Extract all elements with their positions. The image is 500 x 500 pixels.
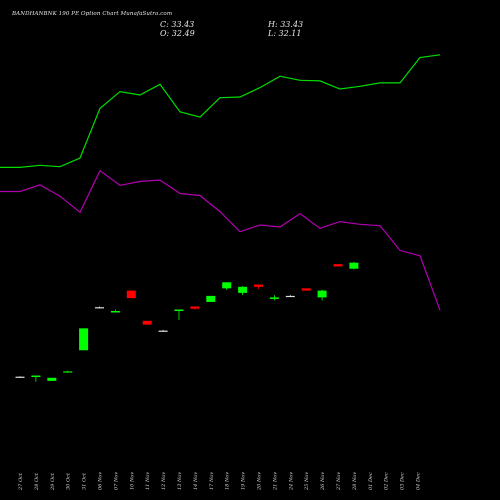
low-value: L: 32.11	[268, 29, 302, 38]
candle	[222, 282, 232, 290]
candle-body	[158, 330, 168, 332]
indicator-lines	[0, 54, 441, 311]
candle-body	[333, 264, 343, 267]
x-tick-label: 03 Dec	[400, 472, 406, 490]
x-tick-label: 06 Nov	[98, 472, 104, 490]
candle	[142, 320, 152, 325]
candle-body	[269, 297, 279, 299]
candle-body	[79, 328, 89, 351]
candle-body	[206, 295, 216, 302]
candle	[317, 289, 327, 301]
close-value: C: 33.43	[160, 20, 195, 29]
candle	[333, 264, 343, 267]
x-tick-label: 19 Nov	[241, 472, 247, 490]
x-tick-label: 27 Nov	[336, 472, 342, 491]
candle-body	[63, 371, 73, 373]
candle	[190, 306, 200, 310]
x-tick-label: 30 Oct	[66, 472, 72, 490]
candle-body	[95, 307, 104, 309]
x-tick-label: 14 Nov	[193, 472, 199, 490]
candle	[269, 295, 279, 301]
candle-body	[47, 377, 57, 381]
chart-title: BANDHANBNK 190 PE Option Chart MunafaSut…	[12, 11, 173, 17]
candle-body	[254, 284, 263, 287]
x-tick-label: 17 Nov	[209, 472, 215, 490]
high-value: H: 33.43	[268, 20, 304, 29]
candle-body	[190, 306, 200, 309]
x-tick-label: 12 Nov	[161, 472, 167, 490]
upper-band-line	[0, 54, 441, 168]
x-tick-label: 28 Nov	[352, 472, 358, 491]
x-tick-label: 29 Oct	[50, 472, 56, 491]
candle	[285, 295, 295, 298]
candle	[158, 329, 168, 332]
candle	[349, 261, 359, 270]
candle-body	[31, 375, 41, 378]
x-tick-label: 02 Dec	[384, 472, 390, 490]
x-tick-label: 18 Nov	[225, 472, 231, 490]
x-tick-label: 28 Oct	[34, 472, 40, 491]
candle	[238, 286, 248, 296]
candle	[47, 377, 57, 381]
x-tick-label: 01 Dec	[368, 472, 374, 490]
candle-body	[301, 288, 311, 291]
x-tick-label: 13 Nov	[177, 472, 183, 490]
candle	[254, 284, 263, 290]
open-value: O: 32.49	[160, 29, 195, 38]
x-tick-label: 25 Nov	[304, 472, 310, 491]
x-tick-label: 20 Nov	[257, 472, 263, 491]
x-tick-label: 31 Oct	[82, 472, 88, 490]
candle-body	[222, 282, 232, 289]
candle-body	[349, 262, 359, 269]
x-tick-label: 10 Nov	[129, 472, 135, 490]
candle-body	[126, 290, 136, 299]
candle-body	[142, 320, 152, 325]
candle	[31, 375, 41, 382]
candle-body	[238, 286, 248, 293]
x-axis-labels: 27 Oct 28 Oct 29 Oct 30 Oct 31 Oct 06 Nov 07 N…	[18, 472, 422, 491]
candle-body	[110, 310, 120, 313]
x-tick-label: 07 Nov	[113, 472, 119, 490]
candle	[63, 370, 73, 373]
candle-body	[174, 309, 184, 311]
candle	[174, 309, 184, 321]
candle	[79, 328, 89, 351]
candle	[206, 295, 216, 302]
candle-body	[15, 376, 25, 378]
x-tick-label: 04 Dec	[416, 472, 422, 490]
x-tick-label: 21 Nov	[272, 472, 278, 491]
candle	[15, 376, 25, 378]
candle	[301, 288, 311, 291]
candle	[95, 306, 104, 309]
x-tick-label: 11 Nov	[145, 472, 151, 490]
lower-band-line	[0, 169, 441, 311]
x-tick-label: 27 Oct	[18, 472, 24, 491]
candlesticks	[15, 261, 359, 382]
x-tick-label: 26 Nov	[320, 472, 326, 491]
x-tick-label: 24 Nov	[288, 472, 294, 491]
candle	[126, 290, 136, 299]
candle	[110, 309, 120, 313]
candle-body	[285, 295, 295, 298]
candle-body	[317, 290, 327, 298]
